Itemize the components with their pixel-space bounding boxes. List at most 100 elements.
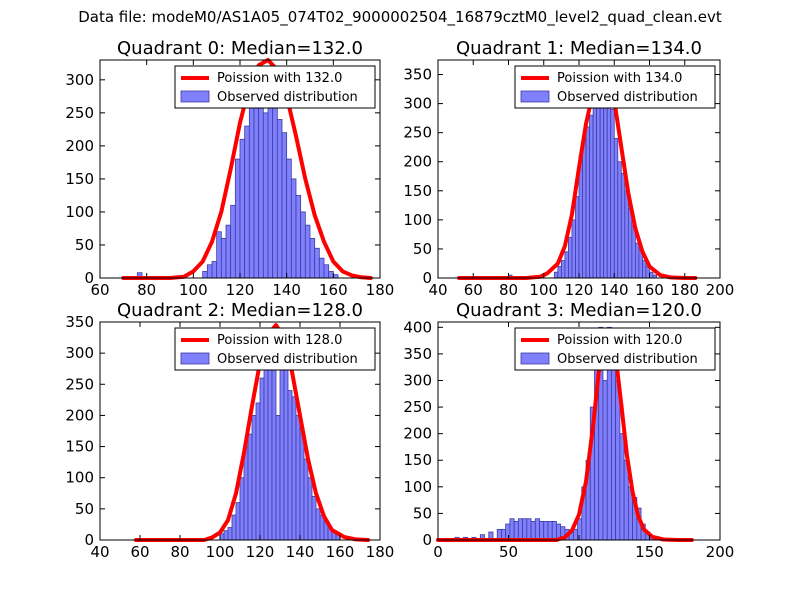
axes-frame [99,321,381,541]
quadrant-title: Quadrant 2: Median=128.0 [117,300,363,321]
histogram-bar [259,377,265,541]
histogram-bar [202,270,208,279]
histogram-bar [225,224,232,279]
histogram-bar [611,353,617,541]
histogram-bar [295,195,302,279]
legend-bar-swatch [520,90,550,103]
histogram-bar [572,528,578,541]
x-tick-label: 200 [706,281,735,299]
legend-bar-swatch [180,90,210,103]
histogram-bar [592,103,598,279]
histogram-bar [307,477,313,541]
y-tick-label: 0 [422,269,432,287]
histogram-bar [216,231,222,279]
y-tick-label: 250 [403,124,432,142]
x-tick-label: 60 [90,281,109,299]
y-tick-label: 100 [403,211,432,229]
histogram-bar [513,520,519,541]
histogram-bar [239,477,245,541]
y-tick-label: 250 [403,398,432,416]
histogram-bar [291,396,297,541]
histogram-bar [281,132,288,279]
histogram-bar [635,242,640,279]
y-tick-label: 150 [65,438,94,456]
histogram-bar [539,520,545,541]
histogram-bar [272,99,278,279]
histogram-bar [315,508,321,541]
histogram-bar [286,158,292,279]
y-tick-label: 200 [403,425,432,443]
x-tick-label: 40 [428,281,447,299]
y-tick-label: 400 [403,318,432,336]
histogram-bar [610,109,615,279]
histogram-bar [323,264,330,279]
x-tick-label: 200 [706,543,735,561]
histogram-bar [227,527,233,541]
x-tick-label: 100 [529,281,558,299]
histogram-bar [522,518,528,541]
x-tick-label: 160 [635,281,664,299]
x-tick-label: 120 [565,281,594,299]
y-tick-label: 350 [403,345,432,363]
legend: Poission with 120.0 Observed distribution [514,327,716,371]
y-tick-label: 350 [65,313,94,331]
histogram-bar [599,85,605,279]
histogram-bar [577,518,583,541]
quadrant-2-axes: 40 60 80 100 120 140 160 180 0 50 100 150 200 250 300 3… [65,300,394,561]
histogram-bar [606,85,612,279]
histogram-bar [582,138,587,279]
y-tick-label: 150 [65,170,94,188]
y-tick-label: 0 [422,531,432,549]
x-tick-label: 80 [170,543,189,561]
histogram-bar [295,415,301,541]
histogram-bar [262,112,269,279]
x-tick-label: 60 [464,281,483,299]
histogram-bar [585,126,590,279]
y-tick-label: 300 [65,71,94,89]
quadrant-1-axes: 40 60 80 100 120 140 160 180 200 0 50 100 150 200 250 3… [403,38,734,299]
histogram-bar [275,415,281,541]
histogram-bar [564,251,569,279]
legend: Poission with 132.0 Observed distribution [174,65,376,109]
y-tick-label: 150 [403,451,432,469]
x-tick-label: 50 [499,543,518,561]
histogram-bar [509,518,515,541]
histogram-bar [560,260,566,279]
histogram-bar [247,433,253,541]
histogram-bar [620,172,626,279]
histogram-bar [243,446,249,541]
y-tick-label: 200 [65,137,94,155]
quadrant-title: Quadrant 3: Median=120.0 [456,300,702,321]
y-tick-label: 300 [403,371,432,389]
histogram-bar [287,390,293,541]
x-tick-label: 180 [366,543,395,561]
x-tick-label: 100 [179,281,208,299]
y-tick-label: 50 [75,500,94,518]
x-tick-label: 80 [499,281,518,299]
legend-label-poisson: Poission with 134.0 [557,71,682,86]
y-tick-label: 150 [403,182,432,200]
quadrant-title: Quadrant 1: Median=134.0 [456,38,702,59]
x-tick-label: 120 [226,281,255,299]
x-tick-label: 140 [600,281,629,299]
histogram-bar [219,533,225,541]
y-tick-label: 250 [65,375,94,393]
histogram-bar [234,158,241,279]
legend-label-observed: Observed distribution [557,90,698,105]
histogram-bar [239,138,246,279]
legend-label-poisson: Poission with 132.0 [217,71,342,86]
histogram-bar [615,380,621,541]
histogram-bar [575,196,580,279]
quadrant-0-axes: 60 80 100 120 140 160 180 0 50 100 150 200 250 300 Qua… [65,38,394,299]
histogram-bar [505,523,511,541]
figure-suptitle: Data file: modeM0/AS1A05_074T02_90000025… [78,8,722,26]
histogram-bar [318,257,325,279]
y-tick-label: 350 [403,66,432,84]
histogram-bar [603,103,608,279]
x-tick-label: 80 [137,281,156,299]
y-tick-label: 250 [65,104,94,122]
histogram-bar [526,518,532,541]
y-tick-label: 100 [65,469,94,487]
x-tick-label: 180 [670,281,699,299]
